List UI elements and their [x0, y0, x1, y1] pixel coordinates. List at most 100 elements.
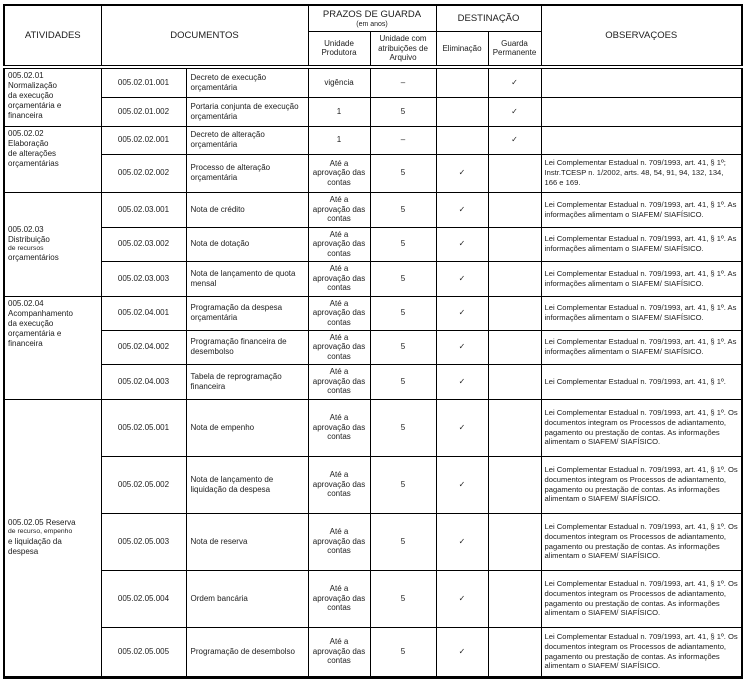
document-code-cell: 005.02.05.001	[100, 398, 187, 457]
unidade-produtora-cell: Até a aprovação das contas	[307, 626, 371, 678]
guarda-checkmark-cell	[487, 226, 542, 262]
guarda-checkmark-cell	[487, 329, 542, 365]
table-row: 005.02.04.003 Tabela de reprogramação fin…	[4, 363, 743, 400]
observacao-cell	[540, 96, 743, 127]
activity-line: 005.02.05 Reserva	[8, 518, 76, 528]
unidade-arquivo-cell: –	[369, 66, 437, 98]
observacao-cell: Lei Complementar Estadual n. 709/1993, a…	[540, 398, 743, 457]
table-row: 005.02.01 Normalização da execução orçament…	[3, 66, 743, 127]
guarda-checkmark-cell	[487, 191, 542, 228]
activity-line: de recursos	[8, 244, 44, 252]
col-header-guarda-permanente: Guarda Permanente	[487, 30, 542, 69]
table-row: 005.02.05 Reserva de recurso, empenho e li…	[3, 398, 743, 678]
table-row: 005.02.03 Distribuição de recursos orçament…	[3, 191, 743, 297]
guarda-checkmark-cell	[487, 512, 542, 571]
unidade-arquivo-cell: 5	[369, 512, 437, 571]
unidade-produtora-cell: Até a aprovação das contas	[307, 153, 371, 193]
unidade-produtora-cell: Até a aprovação das contas	[307, 260, 371, 297]
observacao-cell: Lei Complementar Estadual n. 709/1993, a…	[540, 295, 743, 331]
guarda-checkmark-cell	[487, 295, 542, 331]
document-code-cell: 005.02.05.002	[100, 455, 187, 514]
observacao-cell: Lei Complementar Estadual n. 709/1993, a…	[540, 226, 743, 262]
table-row: 005.02.05.005 Programação de desembolso At…	[4, 626, 743, 678]
table-row: 005.02.01.002 Portaria conjunta de execuç…	[4, 96, 743, 127]
table-row: 005.02.03.003 Nota de lançamento de quota…	[4, 260, 743, 297]
table-row: 005.02.02 Elaboração de alterações orçament…	[3, 125, 743, 193]
document-code-cell: 005.02.05.003	[100, 512, 187, 571]
document-name-cell: Nota de crédito	[185, 191, 309, 228]
eliminacao-checkmark-cell: ✓	[435, 295, 489, 331]
unidade-produtora-cell: Até a aprovação das contas	[307, 455, 371, 514]
activity-cell: 005.02.04 Acompanhamento da execução orçame…	[3, 295, 102, 400]
unidade-produtora-cell: Até a aprovação das contas	[307, 191, 371, 228]
document-code-cell: 005.02.05.005	[100, 626, 187, 678]
observacao-cell: Lei Complementar Estadual n. 709/1993, a…	[540, 626, 743, 678]
col-header-destinacao: DESTINAÇÃO	[435, 4, 542, 32]
document-code-cell: 005.02.04.001	[100, 295, 187, 331]
document-code-cell: 005.02.03.001	[100, 191, 187, 228]
activity-cell: 005.02.05 Reserva de recurso, empenho e li…	[3, 398, 102, 678]
activity-line: Distribuição	[8, 234, 50, 244]
guarda-checkmark-cell: ✓	[487, 66, 542, 98]
activity-cell: 005.02.02 Elaboração de alterações orçament…	[3, 125, 102, 193]
eliminacao-checkmark-cell: ✓	[435, 363, 489, 400]
unidade-produtora-cell: 1	[307, 96, 371, 127]
eliminacao-checkmark-cell: ✓	[435, 329, 489, 365]
col-header-eliminacao: Eliminação	[435, 30, 489, 69]
unidade-produtora-cell: 1	[307, 125, 371, 155]
activity-line: financeira	[8, 111, 43, 120]
activity-line: Elaboração	[8, 138, 49, 148]
observacao-cell: Lei Complementar Estadual n. 709/1993, a…	[540, 512, 743, 571]
unidade-arquivo-cell: 5	[369, 569, 437, 628]
table-body: 005.02.01 Normalização da execução orçament…	[3, 66, 743, 678]
document-name-cell: Tabela de reprogramação financeira	[185, 363, 309, 400]
prazos-title: PRAZOS DE GUARDA	[322, 8, 422, 20]
activity-line: de recurso, empenho	[8, 528, 73, 536]
document-name-cell: Programação da despesa orçamentária	[185, 295, 309, 331]
document-code-cell: 005.02.03.002	[100, 226, 187, 262]
observacao-cell: Lei Complementar Estadual n. 709/1993, a…	[540, 153, 743, 193]
table-row: 005.02.05.002 Nota de lançamento de liqui…	[4, 455, 743, 514]
eliminacao-checkmark-cell: ✓	[435, 226, 489, 262]
unidade-arquivo-cell: –	[369, 125, 437, 155]
table-row: 005.02.05.003 Nota de reserva Até a aprova…	[4, 512, 743, 571]
retention-schedule-table: ATIVIDADES DOCUMENTOS PRAZOS DE GUARDA (…	[3, 4, 744, 679]
guarda-checkmark-cell	[487, 455, 542, 514]
table-row: 005.02.04 Acompanhamento da execução orçame…	[3, 295, 743, 400]
activity-line: 005.02.02	[8, 128, 44, 138]
unidade-arquivo-cell: 5	[369, 329, 437, 365]
observacao-cell: Lei Complementar Estadual n. 709/1993, a…	[540, 260, 743, 297]
unidade-arquivo-cell: 5	[369, 260, 437, 297]
eliminacao-checkmark-cell: ✓	[435, 260, 489, 297]
observacao-cell: Lei Complementar Estadual n. 709/1993, a…	[540, 329, 743, 365]
activity-line: 005.02.01	[8, 71, 44, 80]
document-name-cell: Nota de empenho	[185, 398, 309, 457]
observacao-cell: Lei Complementar Estadual n. 709/1993, a…	[540, 569, 743, 628]
unidade-produtora-cell: Até a aprovação das contas	[307, 512, 371, 571]
unidade-produtora-cell: Até a aprovação das contas	[307, 398, 371, 457]
document-code-cell: 005.02.01.002	[100, 96, 187, 127]
eliminacao-checkmark-cell: ✓	[435, 512, 489, 571]
guarda-checkmark-cell	[487, 569, 542, 628]
activity-line: orçamentárias	[8, 158, 59, 168]
col-header-unidade-produtora: Unidade Produtora	[307, 30, 371, 69]
unidade-produtora-cell: vigência	[307, 66, 371, 98]
observacao-cell: Lei Complementar Estadual n. 709/1993, a…	[540, 363, 743, 400]
observacao-cell: Lei Complementar Estadual n. 709/1993, a…	[540, 455, 743, 514]
activity-line: de alterações	[8, 148, 57, 158]
document-code-cell: 005.02.03.003	[100, 260, 187, 297]
document-code-cell: 005.02.04.003	[100, 363, 187, 400]
eliminacao-checkmark-cell: ✓	[435, 153, 489, 193]
unidade-arquivo-cell: 5	[369, 626, 437, 678]
observacao-cell: Lei Complementar Estadual n. 709/1993, a…	[540, 191, 743, 228]
document-name-cell: Nota de lançamento de liquidação da desp…	[185, 455, 309, 514]
document-code-cell: 005.02.04.002	[100, 329, 187, 365]
unidade-arquivo-cell: 5	[369, 153, 437, 193]
activity-line: da execução	[8, 91, 54, 100]
unidade-arquivo-cell: 5	[369, 96, 437, 127]
activity-line: 005.02.04	[8, 298, 44, 308]
activity-line: financeira	[8, 338, 43, 348]
table-row: 005.02.05.004 Ordem bancária Até a aprovaç…	[4, 569, 743, 628]
document-name-cell: Portaria conjunta de execução orçamentár…	[185, 96, 309, 127]
